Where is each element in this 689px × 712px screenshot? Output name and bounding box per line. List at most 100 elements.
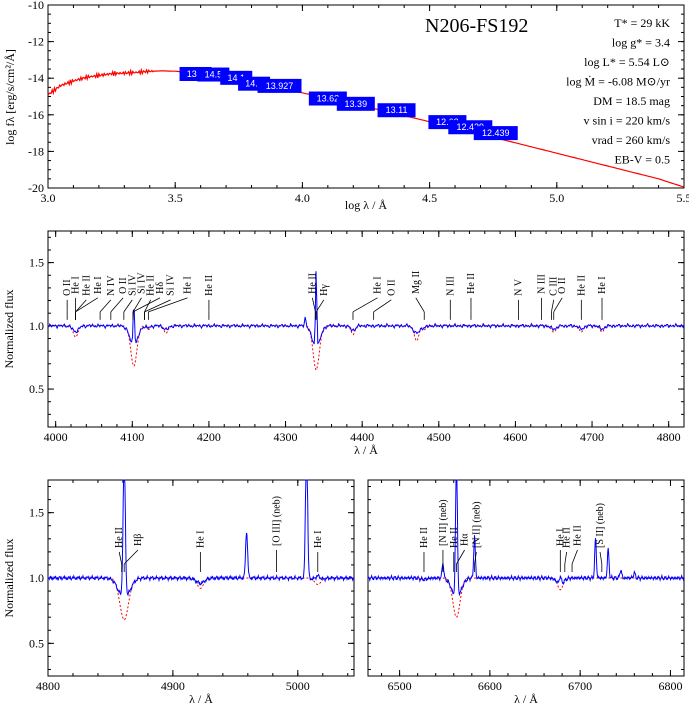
blue-y-tick-label: 0.5 — [29, 382, 44, 396]
line-id-label: Si IV — [136, 272, 147, 294]
blue-x-tick-label: 4600 — [503, 430, 527, 444]
line-id-connector — [75, 299, 87, 313]
photometry-label: 12.439 — [482, 128, 510, 138]
blue-x-tick-label: 4700 — [580, 430, 604, 444]
halpha-model-spectrum — [368, 577, 684, 618]
halpha-x-tick-label: 6500 — [388, 679, 412, 693]
photometry-label: 14.5 — [205, 70, 223, 80]
sed-panel: 3.0 3.5 4.0 4.5 5.0 5.5 -20 -18 -16 -14 -12 -10 13.… — [3, 0, 689, 212]
sed-y-tick-label: -10 — [28, 0, 44, 12]
line-id-label: He I — [597, 276, 608, 294]
line-id-connector — [474, 551, 477, 565]
line-id-label: O II — [62, 279, 73, 295]
line-id-connector — [373, 299, 392, 313]
blue-x-tick-label: 4500 — [427, 430, 451, 444]
line-id-connector — [456, 549, 465, 565]
photometry-box — [377, 103, 416, 118]
line-id-label: Hδ — [155, 282, 166, 294]
photometry-label: 12.62 — [436, 117, 459, 127]
line-id-label: He I — [182, 276, 193, 294]
line-id-label: Hβ — [133, 534, 144, 546]
blue-x-tick-label: 4200 — [197, 430, 221, 444]
line-id-label: Hγ — [319, 284, 330, 296]
sed-parameters: T* = 29 kK log g* = 3.4 log L* = 5.54 L⊙ lo… — [566, 16, 670, 167]
line-id-label: He I — [71, 276, 82, 294]
photometry-label: 13.11 — [386, 105, 408, 115]
sed-y-tick-label: -14 — [28, 71, 44, 85]
sed-parameter: log L* = 5.54 L⊙ — [584, 55, 670, 69]
blue-axes-frame — [47, 230, 685, 428]
halpha-x-tick-label: 6700 — [568, 679, 592, 693]
sed-title: N206-FS192 — [425, 15, 528, 37]
blue-x-tick-label: 4300 — [274, 430, 298, 444]
line-id-label: Si IV — [166, 274, 177, 296]
blue-x-tick-label: 4000 — [44, 430, 68, 444]
line-id-label: He I — [372, 276, 383, 294]
sed-y-tick-label: -16 — [28, 108, 44, 122]
line-id-connector — [110, 297, 124, 313]
line-id-connector — [415, 297, 425, 313]
blue-y-tick-label: 1.5 — [29, 256, 44, 270]
sed-parameter: T* = 29 kK — [614, 16, 670, 30]
hbeta-xlabel: λ / Å — [189, 692, 213, 706]
line-id-label: O II — [557, 277, 568, 293]
halpha-x-tick-label: 6600 — [478, 679, 502, 693]
sed-x-tick-label: 5.5 — [677, 191, 689, 205]
photometry-label: 14.4 — [245, 79, 263, 89]
line-id-label: C III — [549, 277, 560, 296]
line-id-connector — [315, 299, 325, 313]
hbeta-x-tick-label: 4900 — [161, 679, 185, 693]
line-id-label: He II — [572, 525, 583, 546]
blue-ticks: 4000 4100 4200 4300 4400 4500 4600 4700 4800 0.5 1… — [29, 231, 685, 444]
photometry-label: 13.62 — [317, 94, 340, 104]
sed-xlabel: log λ / Å — [345, 198, 387, 212]
halpha-x-tick-label: 6800 — [658, 679, 682, 693]
sed-axes-frame — [47, 4, 685, 189]
sed-model-curve — [47, 67, 685, 188]
photometry-box — [473, 126, 518, 141]
line-id-label: He II — [81, 275, 92, 296]
line-id-label: [O III] (neb) — [272, 496, 283, 546]
line-id-label: N III — [536, 274, 547, 294]
sed-parameter: DM = 18.5 mag — [593, 94, 670, 108]
hbeta-y-tick-label: 1.0 — [29, 571, 44, 585]
sed-x-tick-label: 4.5 — [422, 191, 437, 205]
line-id-label: O II — [118, 277, 129, 293]
photometry-label: 12.439 — [457, 122, 485, 132]
line-id-label: Si IV — [127, 274, 138, 296]
line-id-label: He II — [146, 275, 157, 296]
halpha-panel: 6500 6600 6700 6800 He II [N II] (neb) He II H… — [367, 479, 685, 706]
hbeta-panel: 4800 4900 5000 0.5 1.0 1.5 He II Hβ He I [O III]… — [2, 479, 355, 706]
line-id-connector — [571, 549, 578, 565]
line-id-label: N III — [445, 276, 456, 296]
blue-x-tick-label: 4100 — [120, 430, 144, 444]
sed-x-tick-label: 3.5 — [168, 191, 183, 205]
line-id-label: O II — [386, 279, 397, 295]
line-id-connector — [144, 299, 152, 313]
line-id-connector — [148, 297, 188, 313]
blue-observed-spectrum — [47, 271, 685, 345]
line-id-label: He II — [562, 527, 573, 548]
blue-x-tick-label: 4800 — [657, 430, 681, 444]
line-id-connector — [132, 297, 142, 313]
sed-x-tick-label: 3.0 — [41, 191, 56, 205]
hbeta-observed-spectrum — [47, 479, 355, 597]
line-id-connector — [132, 297, 161, 313]
photometry-box — [336, 96, 375, 111]
line-id-connector — [144, 299, 171, 313]
line-id-connector — [553, 297, 563, 313]
halpha-xlabel: λ / Å — [514, 692, 538, 706]
hbeta-line-ids: He II Hβ He I [O III] (neb) He I — [114, 496, 324, 572]
hbeta-y-tick-label: 0.5 — [29, 636, 44, 650]
line-id-connector — [118, 551, 123, 565]
sed-y-tick-label: -12 — [28, 35, 44, 49]
blue-model-spectrum — [48, 325, 684, 372]
blue-spectrum-panel: 4000 4100 4200 4300 4400 4500 4600 4700 4800 0.5 1… — [2, 230, 685, 457]
line-id-label: He II — [307, 273, 318, 294]
line-id-label: Mg II — [411, 271, 422, 294]
line-id-label: Hα — [460, 533, 471, 546]
sed-y-tick-label: -20 — [28, 181, 44, 195]
sed-parameter: vrad = 260 km/s — [592, 133, 671, 147]
sed-x-tick-label: 4.0 — [295, 191, 310, 205]
